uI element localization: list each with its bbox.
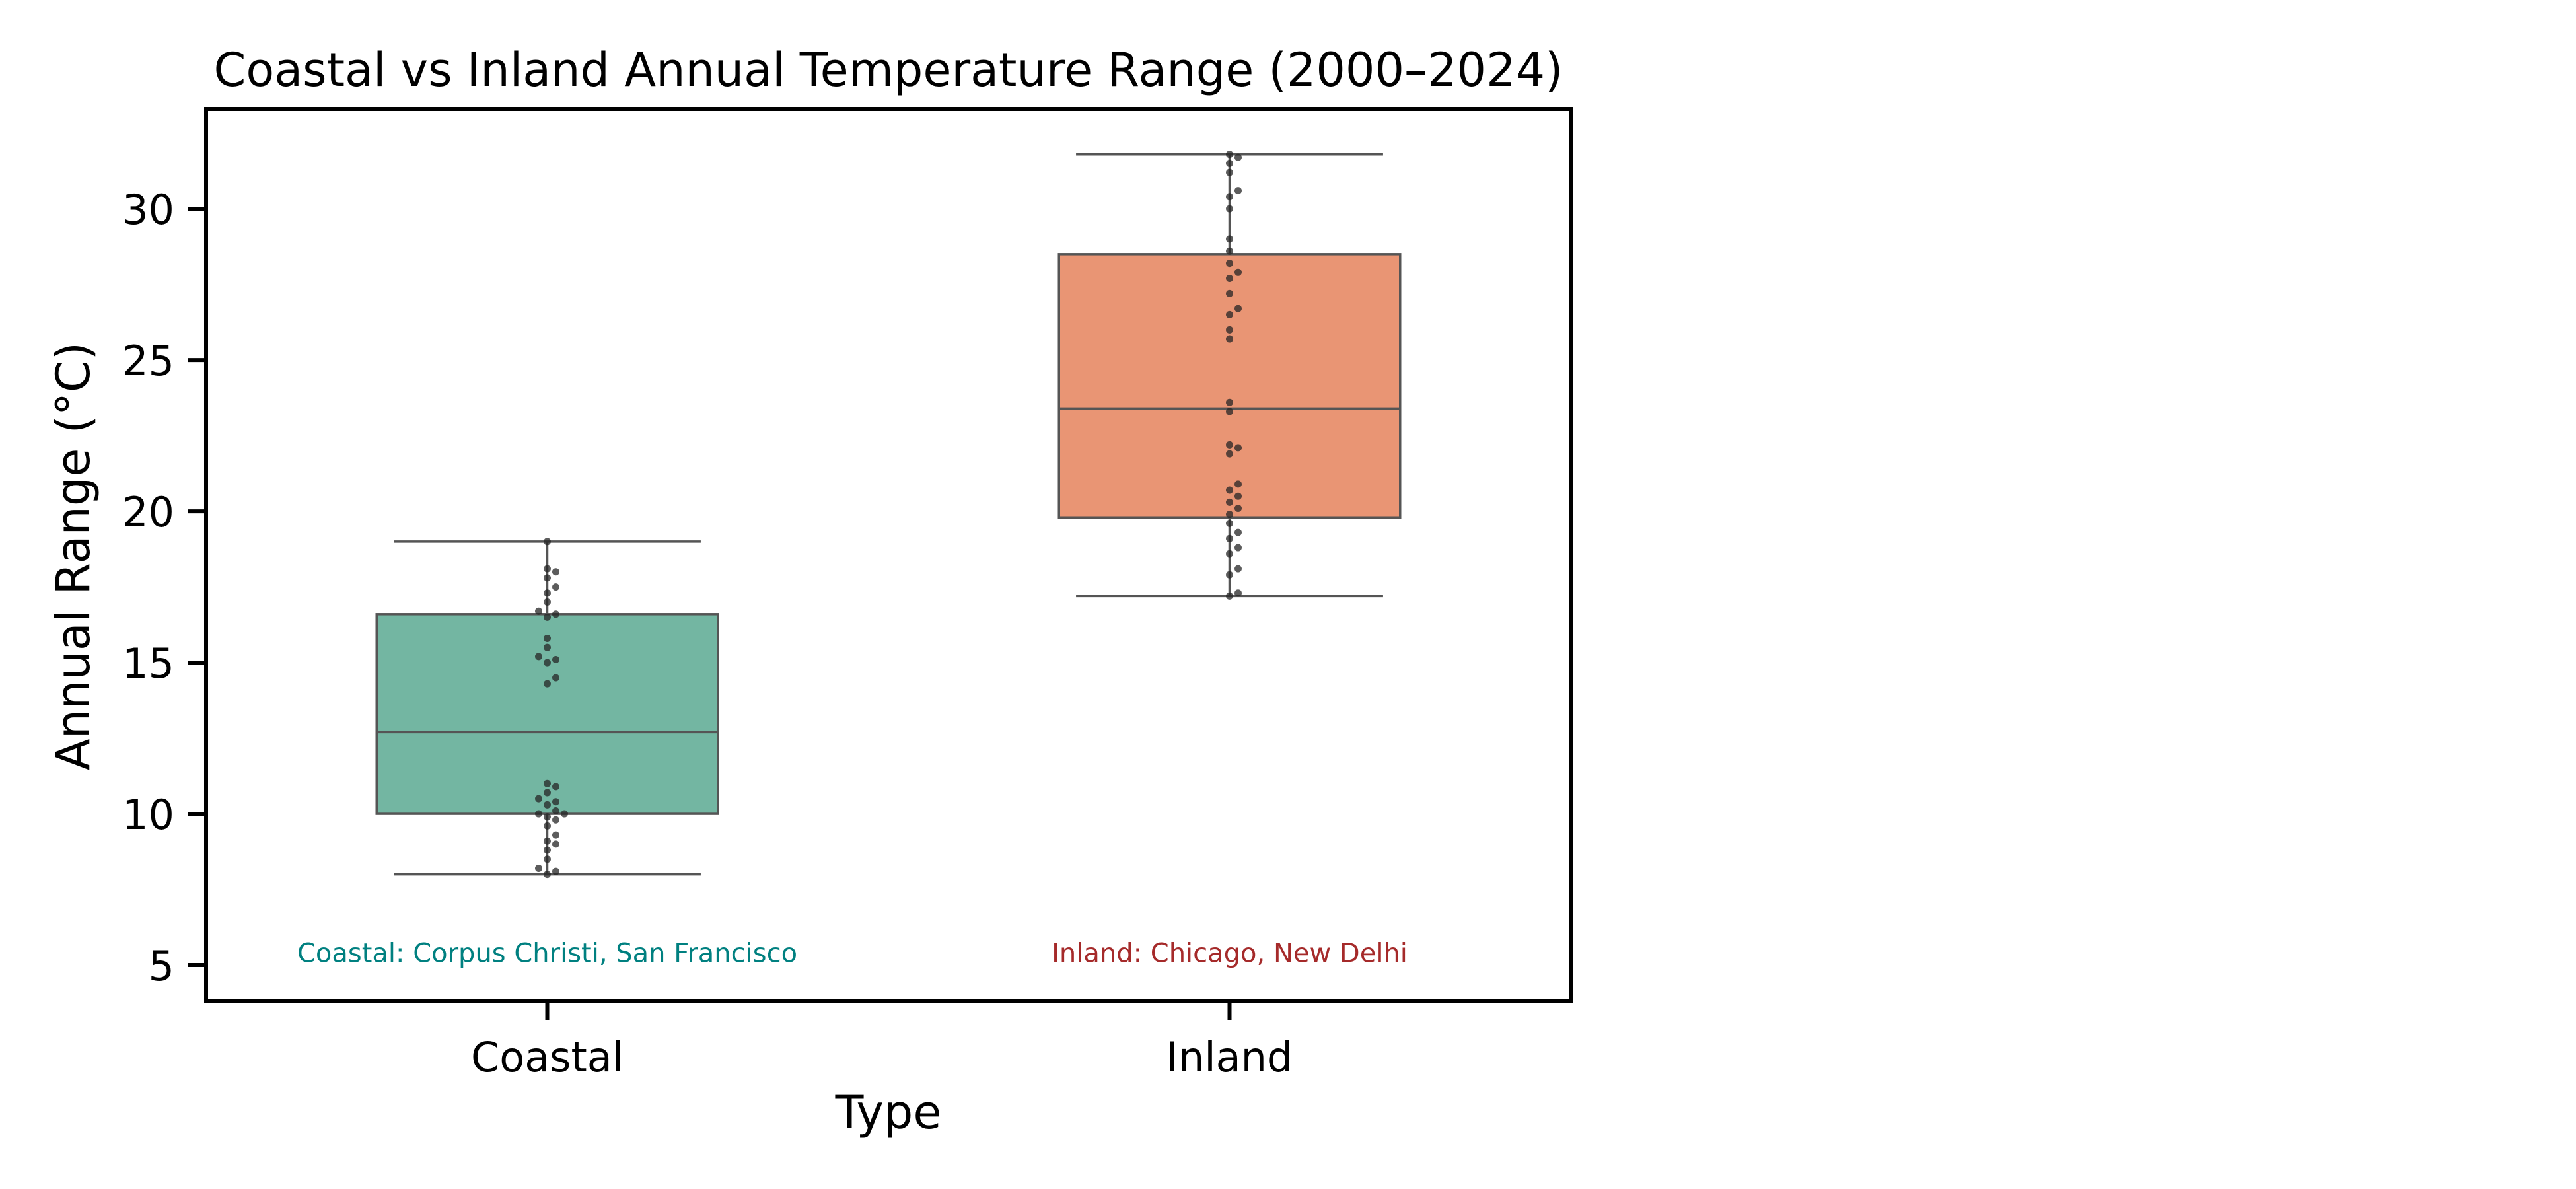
annotation-inland: Inland: Chicago, New Delhi	[1052, 939, 1408, 969]
data-point	[1226, 519, 1233, 527]
data-point	[544, 846, 551, 854]
y-tick-label: 15	[122, 639, 174, 688]
data-point	[544, 643, 551, 651]
y-tick-label: 25	[122, 337, 174, 385]
data-point	[552, 867, 559, 875]
y-axis: 5 10 15 20 25 30	[122, 186, 206, 990]
data-point	[544, 538, 551, 546]
data-point	[544, 680, 551, 688]
data-point	[552, 568, 559, 576]
data-point	[1234, 153, 1242, 161]
plot-area: Coastal: Corpus Christi, San Francisco In…	[297, 151, 1408, 969]
data-point	[1226, 408, 1233, 415]
data-point	[544, 598, 551, 606]
data-point	[544, 801, 551, 809]
data-point	[1226, 168, 1233, 176]
data-point	[544, 789, 551, 797]
data-point	[535, 864, 542, 872]
data-point	[552, 816, 559, 824]
data-point	[1226, 326, 1233, 334]
x-tick-label: Coastal	[471, 1033, 624, 1081]
data-point	[1226, 310, 1233, 318]
data-point	[535, 653, 542, 661]
data-point	[535, 607, 542, 615]
data-point	[552, 783, 559, 791]
plot-frame	[204, 107, 1573, 1003]
data-point	[544, 837, 551, 845]
data-point	[544, 589, 551, 597]
data-point	[1234, 305, 1242, 312]
data-point	[1234, 268, 1242, 276]
data-point	[1234, 480, 1242, 488]
data-point	[552, 840, 559, 848]
data-point	[544, 565, 551, 573]
y-tick-label: 20	[122, 488, 174, 536]
data-point	[1226, 550, 1233, 558]
data-point	[1226, 193, 1233, 201]
y-tick-label: 10	[122, 791, 174, 839]
data-point	[1226, 235, 1233, 243]
data-point	[544, 855, 551, 863]
x-axis: Coastal Inland	[471, 1001, 1293, 1081]
data-point	[1226, 398, 1233, 406]
data-point	[552, 655, 559, 663]
data-point	[1234, 528, 1242, 536]
annotation-coastal: Coastal: Corpus Christi, San Francisco	[297, 939, 797, 969]
data-point	[1234, 589, 1242, 597]
data-point	[544, 813, 551, 821]
data-point	[544, 613, 551, 621]
data-point	[1226, 274, 1233, 282]
y-tick-label: 30	[122, 186, 174, 234]
data-point	[1226, 498, 1233, 506]
data-point	[1226, 534, 1233, 542]
data-point	[1226, 159, 1233, 167]
data-point	[1234, 565, 1242, 573]
data-point	[561, 810, 568, 818]
data-point	[1226, 511, 1233, 519]
data-point	[535, 795, 542, 803]
y-axis-label: Annual Range (°C)	[46, 342, 100, 770]
chart-title: Coastal vs Inland Annual Temperature Ran…	[214, 43, 1563, 97]
points-inland	[1226, 151, 1242, 600]
data-point	[1226, 247, 1233, 255]
data-point	[1226, 335, 1233, 343]
data-point	[552, 798, 559, 806]
data-point	[1226, 441, 1233, 449]
data-point	[544, 871, 551, 879]
points-coastal	[535, 538, 568, 879]
data-point	[544, 822, 551, 830]
data-point	[1234, 444, 1242, 452]
x-axis-label: Type	[835, 1085, 942, 1139]
data-point	[552, 583, 559, 591]
data-point	[1226, 571, 1233, 579]
data-point	[552, 807, 559, 814]
x-tick-label: Inland	[1166, 1033, 1293, 1081]
data-point	[1234, 505, 1242, 513]
data-point	[1234, 544, 1242, 552]
data-point	[1226, 205, 1233, 213]
data-point	[544, 659, 551, 667]
data-point	[552, 831, 559, 839]
data-point	[544, 634, 551, 642]
data-point	[535, 810, 542, 818]
data-point	[1226, 260, 1233, 268]
data-point	[1226, 289, 1233, 297]
data-point	[544, 779, 551, 787]
data-point	[1226, 450, 1233, 458]
data-point	[544, 574, 551, 582]
y-tick-label: 5	[149, 942, 174, 990]
data-point	[1226, 151, 1233, 159]
data-point	[1234, 492, 1242, 500]
data-point	[1234, 187, 1242, 195]
data-point	[552, 674, 559, 682]
data-point	[552, 610, 559, 618]
data-point	[1226, 592, 1233, 600]
data-point	[1226, 486, 1233, 494]
